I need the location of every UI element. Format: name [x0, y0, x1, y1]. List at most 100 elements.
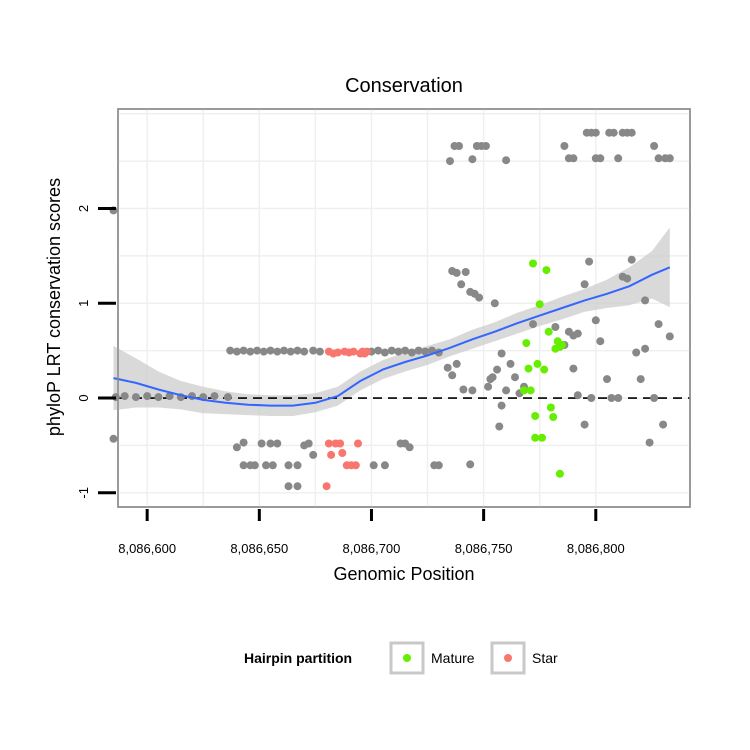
point-other [434, 461, 443, 470]
point-star [324, 439, 333, 448]
point-other [452, 268, 461, 277]
point-mature [526, 386, 535, 395]
point-other [109, 434, 118, 443]
point-other [280, 346, 288, 355]
legend-mature-marker [403, 654, 411, 662]
point-mature [540, 365, 549, 374]
legend-label-mature: Mature [431, 650, 475, 666]
point-other [131, 393, 140, 402]
point-star [322, 482, 331, 491]
point-other [665, 154, 674, 163]
point-other [273, 347, 282, 356]
point-other [650, 142, 659, 150]
point-other [369, 461, 378, 470]
point-other [641, 344, 650, 353]
point-other [226, 346, 235, 355]
point-other [380, 348, 389, 357]
point-other [405, 443, 414, 452]
point-mature [535, 300, 544, 309]
point-other [569, 154, 578, 163]
x-tick-label: 8,086,800 [567, 541, 625, 556]
point-mature [533, 359, 542, 368]
chart-title: Conservation [345, 75, 463, 97]
point-other [632, 348, 641, 357]
point-mature [558, 341, 567, 349]
point-other [380, 461, 389, 470]
point-other [591, 128, 600, 137]
point-other [580, 420, 589, 429]
point-other [232, 347, 241, 356]
point-other [627, 255, 636, 264]
point-other [165, 392, 174, 401]
point-other [266, 439, 275, 448]
x-tick-label: 8,086,600 [118, 541, 176, 556]
point-other [607, 394, 616, 402]
point-other [475, 293, 484, 302]
point-other [461, 268, 470, 276]
point-other [484, 382, 493, 391]
y-tick-label: 0 [76, 394, 91, 401]
point-other [650, 394, 659, 402]
point-other [506, 359, 515, 368]
point-other [481, 142, 490, 150]
point-other [591, 316, 600, 325]
point-other [315, 347, 324, 356]
point-other [446, 157, 454, 166]
point-other [529, 320, 537, 329]
point-other [239, 438, 248, 447]
grid-lines [118, 109, 690, 507]
point-other [488, 373, 497, 382]
point-other [452, 359, 461, 368]
point-other [223, 393, 232, 402]
legend-star-marker [504, 654, 512, 662]
point-other [293, 482, 302, 491]
point-other [250, 461, 259, 470]
point-other [468, 386, 477, 395]
point-other [502, 156, 511, 165]
point-mature [531, 412, 540, 420]
point-other [407, 348, 416, 357]
point-other [143, 392, 152, 401]
point-star [351, 461, 360, 470]
point-star [338, 449, 347, 457]
point-other [609, 128, 618, 137]
point-other [304, 439, 313, 448]
point-star [327, 450, 336, 459]
legend: Hairpin partition Mature Star [244, 641, 558, 675]
point-mature [529, 259, 537, 268]
point-mature [542, 266, 551, 275]
point-mature [531, 433, 540, 442]
point-other [665, 332, 674, 341]
point-other [641, 296, 650, 305]
point-other [394, 347, 403, 356]
point-other [284, 482, 293, 491]
point-other [493, 365, 502, 374]
legend-label-star: Star [532, 650, 558, 666]
point-other [286, 347, 295, 356]
point-other [309, 450, 318, 459]
point-other [300, 347, 309, 356]
point-other [659, 420, 668, 429]
point-other [443, 363, 452, 372]
point-other [569, 364, 578, 373]
x-axis-ticks: 8,086,600 8,086,650 8,086,700 8,086,750 8,08… [118, 509, 625, 556]
point-other [573, 391, 582, 400]
point-mature [546, 403, 555, 412]
point-other [587, 394, 596, 402]
point-other [623, 274, 632, 283]
y-axis-title: phyloP LRT conservation scores [44, 178, 64, 436]
point-mature [538, 433, 546, 442]
x-tick-label: 8,086,650 [230, 541, 288, 556]
point-other [293, 461, 302, 470]
point-mature [549, 413, 558, 421]
point-other [239, 461, 248, 470]
point-other [614, 394, 623, 402]
data-points [109, 128, 674, 491]
point-other [614, 154, 623, 163]
point-other [448, 371, 457, 380]
point-other [585, 257, 594, 266]
point-mature [522, 339, 531, 348]
point-other [246, 347, 255, 356]
point-other [268, 461, 277, 470]
point-other [654, 320, 663, 329]
